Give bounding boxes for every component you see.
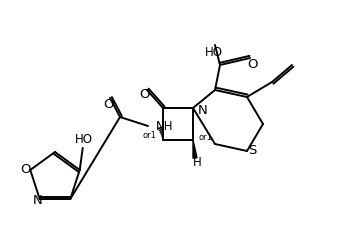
Text: O: O xyxy=(139,88,149,102)
Text: N: N xyxy=(33,193,43,207)
Text: HO: HO xyxy=(75,133,93,147)
Text: HO: HO xyxy=(205,45,223,59)
Text: or1: or1 xyxy=(198,133,212,142)
Text: H: H xyxy=(193,156,201,168)
Text: N: N xyxy=(198,104,208,116)
Text: O: O xyxy=(20,164,31,176)
Text: O: O xyxy=(103,97,113,111)
Text: NH: NH xyxy=(156,120,174,132)
Text: O: O xyxy=(248,58,258,70)
Polygon shape xyxy=(193,140,197,158)
Text: S: S xyxy=(248,144,256,156)
Text: or1: or1 xyxy=(142,130,156,139)
